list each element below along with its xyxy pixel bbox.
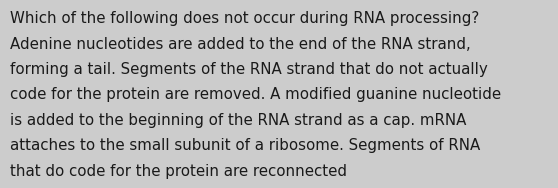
Text: code for the protein are removed. A modified guanine nucleotide: code for the protein are removed. A modi… — [10, 87, 501, 102]
Text: forming a tail. Segments of the RNA strand that do not actually: forming a tail. Segments of the RNA stra… — [10, 62, 488, 77]
Text: is added to the beginning of the RNA strand as a cap. mRNA: is added to the beginning of the RNA str… — [10, 113, 466, 128]
Text: attaches to the small subunit of a ribosome. Segments of RNA: attaches to the small subunit of a ribos… — [10, 138, 480, 153]
Text: that do code for the protein are reconnected: that do code for the protein are reconne… — [10, 164, 347, 179]
Text: Adenine nucleotides are added to the end of the RNA strand,: Adenine nucleotides are added to the end… — [10, 37, 471, 52]
Text: Which of the following does not occur during RNA processing?: Which of the following does not occur du… — [10, 11, 479, 26]
